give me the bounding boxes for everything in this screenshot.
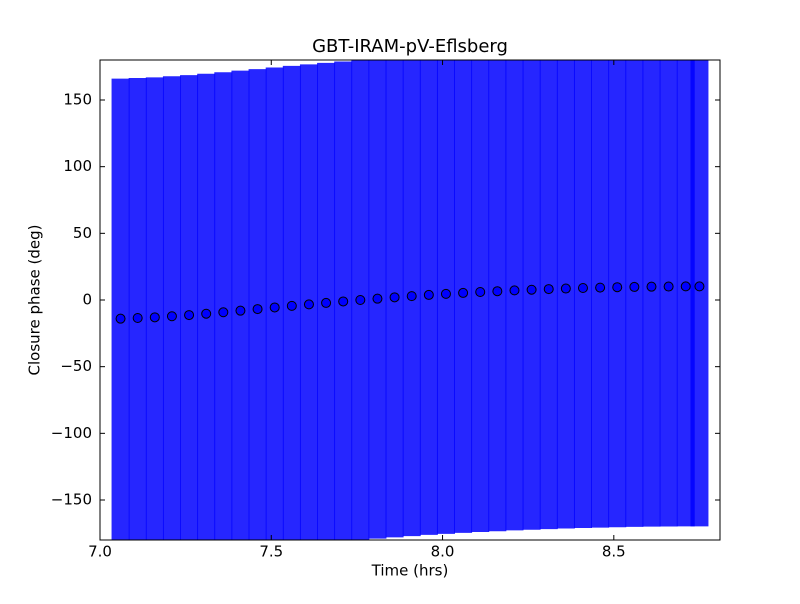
- y-tick-label: −50: [60, 357, 92, 375]
- y-tick-label: 50: [73, 224, 92, 242]
- data-point: [184, 310, 195, 321]
- data-point: [663, 281, 674, 292]
- data-point: [612, 282, 623, 293]
- data-point: [303, 299, 314, 310]
- data-point: [646, 281, 657, 292]
- y-axis-label: Closure phase (deg): [26, 225, 44, 376]
- data-point: [406, 291, 417, 302]
- data-point: [269, 302, 280, 313]
- data-point: [166, 311, 177, 322]
- y-tick-label: 0: [82, 291, 92, 309]
- data-point: [509, 285, 520, 296]
- data-point: [629, 281, 640, 292]
- data-point: [694, 281, 705, 292]
- data-point: [423, 289, 434, 300]
- data-point: [389, 292, 400, 303]
- data-point: [235, 305, 246, 316]
- data-point: [526, 284, 537, 295]
- x-tick-label: 8.5: [602, 543, 626, 561]
- y-tick-label: −100: [51, 424, 92, 442]
- data-point: [252, 304, 263, 315]
- data-point: [115, 313, 126, 324]
- data-point: [458, 287, 469, 298]
- data-point: [201, 308, 212, 319]
- data-point: [475, 287, 486, 297]
- y-tick-label: −150: [51, 491, 92, 509]
- data-point: [355, 295, 366, 305]
- data-point: [440, 288, 451, 299]
- data-point: [680, 281, 691, 292]
- data-point: [338, 296, 349, 307]
- data-point: [286, 300, 297, 311]
- data-point: [560, 283, 571, 294]
- y-tick-label: 100: [63, 157, 92, 175]
- data-point: [543, 284, 554, 295]
- x-tick-label: 7.0: [88, 543, 112, 561]
- x-tick-label: 8.0: [431, 543, 455, 561]
- data-point: [132, 313, 143, 323]
- data-point: [218, 307, 229, 318]
- data-point: [492, 286, 503, 297]
- x-tick-label: 7.5: [259, 543, 283, 561]
- data-point: [321, 297, 332, 308]
- chart-title: GBT-IRAM-pV-Eflsberg: [312, 36, 508, 57]
- x-axis-label: Time (hrs): [371, 562, 449, 580]
- data-point: [595, 282, 606, 293]
- plot-area: [111, 60, 709, 540]
- data-point: [577, 283, 588, 293]
- data-point: [372, 293, 383, 304]
- data-point: [149, 312, 160, 323]
- y-tick-label: 150: [63, 91, 92, 109]
